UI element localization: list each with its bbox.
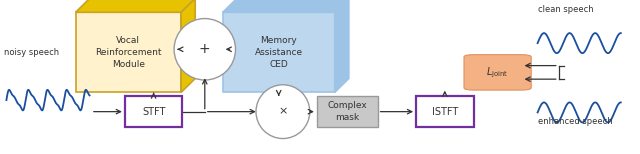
Text: clean speech: clean speech [538, 5, 593, 14]
Text: noisy speech: noisy speech [4, 48, 60, 57]
Text: ISTFT: ISTFT [431, 107, 458, 117]
Text: Memory
Assistance
CED: Memory Assistance CED [255, 36, 303, 69]
FancyBboxPatch shape [416, 96, 474, 127]
Polygon shape [223, 12, 335, 92]
Ellipse shape [256, 85, 310, 139]
Polygon shape [223, 0, 349, 12]
Text: Complex
mask: Complex mask [327, 101, 367, 122]
Polygon shape [335, 0, 349, 92]
Text: $\mathit{L}_{\rm joint}$: $\mathit{L}_{\rm joint}$ [486, 65, 509, 80]
Polygon shape [76, 12, 181, 92]
Text: STFT: STFT [142, 107, 165, 117]
Text: $\times$: $\times$ [278, 106, 288, 117]
FancyBboxPatch shape [464, 55, 531, 90]
Text: +: + [199, 42, 211, 56]
Polygon shape [76, 0, 195, 12]
FancyBboxPatch shape [125, 96, 182, 127]
Text: enhanced speech: enhanced speech [538, 117, 612, 126]
Text: Vocal
Reinforcement
Module: Vocal Reinforcement Module [95, 36, 161, 69]
Polygon shape [181, 0, 195, 92]
FancyBboxPatch shape [317, 96, 378, 127]
Ellipse shape [174, 19, 236, 80]
